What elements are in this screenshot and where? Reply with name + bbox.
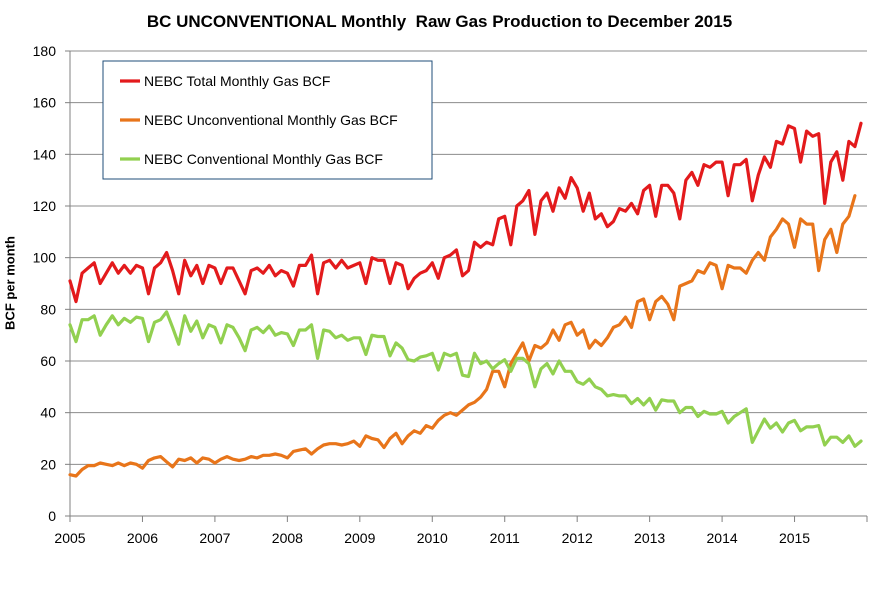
legend-label: NEBC Total Monthly Gas BCF [144,73,330,89]
y-tick-label: 80 [40,301,56,317]
y-tick-label: 180 [33,43,57,59]
y-axis-ticks: 0 20 40 60 80 100 120 140 160 180 [33,43,70,524]
x-tick-label: 2015 [779,530,810,546]
x-axis-ticks: 2005 2006 2007 2008 2009 2010 2011 2012 2013 2014… [54,516,868,546]
legend: NEBC Total Monthly Gas BCF NEBC Unconvent… [102,60,433,180]
y-tick-label: 160 [33,95,57,111]
x-tick-label: 2010 [417,530,448,546]
legend-label: NEBC Unconventional Monthly Gas BCF [144,112,398,128]
legend-label: NEBC Conventional Monthly Gas BCF [144,151,383,167]
series-lines [68,121,863,478]
x-tick-label: 2014 [707,530,738,546]
x-tick-label: 2006 [127,530,158,546]
series-line-2 [68,310,863,448]
series-line-1 [68,194,857,478]
x-tick-label: 2011 [490,530,520,546]
x-tick-label: 2008 [272,530,303,546]
y-tick-label: 20 [40,456,56,472]
y-tick-label: 120 [33,198,57,214]
legend-box [102,60,433,180]
x-tick-label: 2009 [344,530,375,546]
y-tick-label: 0 [48,508,56,524]
x-tick-label: 2007 [199,530,230,546]
y-tick-label: 60 [40,353,56,369]
x-tick-label: 2013 [634,530,665,546]
y-tick-label: 40 [40,405,56,421]
y-tick-label: 140 [33,146,57,162]
series-line-0 [68,121,863,304]
x-tick-label: 2012 [562,530,593,546]
chart-title: BC UNCONVENTIONAL Monthly Raw Gas Produc… [146,12,733,31]
x-tick-label: 2005 [54,530,85,546]
y-tick-label: 100 [33,250,57,266]
